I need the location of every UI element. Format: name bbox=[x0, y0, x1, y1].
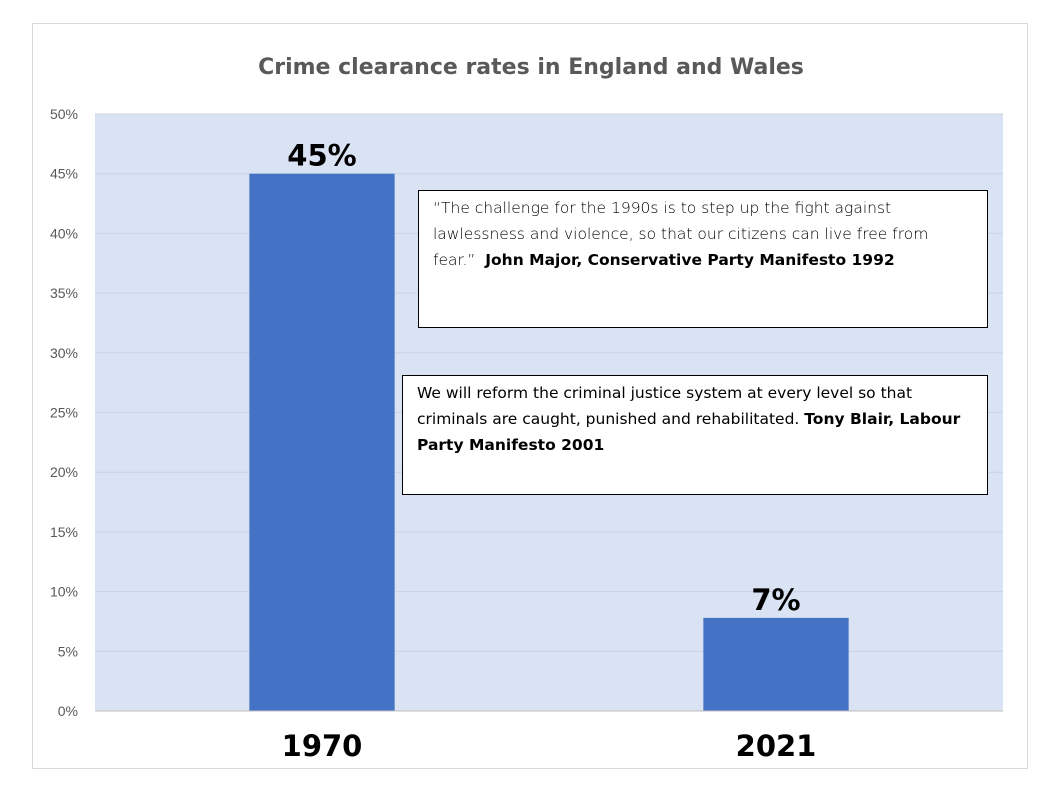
tony-blair-attribution: Tony Blair, Labour Party Manifesto 2001 bbox=[417, 410, 961, 454]
y-tick-label: 10% bbox=[50, 584, 78, 600]
chart-title: Crime clearance rates in England and Wal… bbox=[258, 55, 804, 80]
tony-blair-quote-box: We will reform the criminal justice syst… bbox=[402, 375, 988, 495]
y-tick-label: 45% bbox=[50, 166, 78, 182]
y-tick-label: 15% bbox=[50, 524, 78, 540]
data-label-2021: 7% bbox=[751, 583, 800, 617]
y-tick-label: 40% bbox=[50, 225, 78, 241]
data-label-1970: 45% bbox=[287, 139, 356, 173]
y-tick-label: 25% bbox=[50, 405, 78, 421]
john-major-attribution: John Major, Conservative Party Manifesto… bbox=[485, 251, 895, 269]
y-tick-label: 35% bbox=[50, 285, 78, 301]
x-tick-label-2021: 2021 bbox=[736, 729, 817, 763]
y-tick-label: 30% bbox=[50, 345, 78, 361]
john-major-quote-text: “The challenge for the 1990s is to step … bbox=[433, 199, 929, 269]
y-tick-label: 50% bbox=[50, 106, 78, 122]
y-tick-label: 0% bbox=[58, 703, 78, 719]
john-major-quote-box: “The challenge for the 1990s is to step … bbox=[418, 190, 988, 328]
bar-2021 bbox=[703, 617, 849, 711]
x-tick-label-1970: 1970 bbox=[282, 729, 363, 763]
y-tick-label: 20% bbox=[50, 464, 78, 480]
bar-1970 bbox=[249, 173, 395, 711]
y-tick-label: 5% bbox=[58, 643, 78, 659]
tony-blair-quote-text: We will reform the criminal justice syst… bbox=[417, 384, 913, 428]
